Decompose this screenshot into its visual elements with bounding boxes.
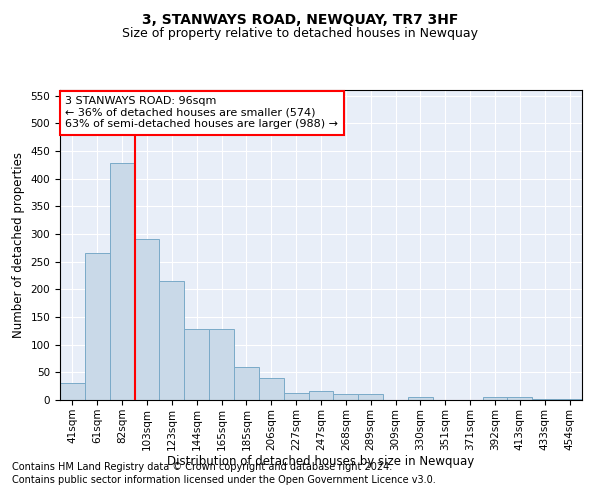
Text: Contains public sector information licensed under the Open Government Licence v3: Contains public sector information licen… xyxy=(12,475,436,485)
Bar xyxy=(334,394,358,400)
Bar xyxy=(85,254,110,400)
X-axis label: Distribution of detached houses by size in Newquay: Distribution of detached houses by size … xyxy=(167,456,475,468)
Text: 3 STANWAYS ROAD: 96sqm
← 36% of detached houses are smaller (574)
63% of semi-de: 3 STANWAYS ROAD: 96sqm ← 36% of detached… xyxy=(65,96,338,130)
Bar xyxy=(110,163,134,400)
Bar xyxy=(60,384,85,400)
Bar xyxy=(308,390,334,400)
Bar xyxy=(284,393,308,400)
Bar xyxy=(408,397,433,400)
Text: 3, STANWAYS ROAD, NEWQUAY, TR7 3HF: 3, STANWAYS ROAD, NEWQUAY, TR7 3HF xyxy=(142,12,458,26)
Bar xyxy=(184,329,209,400)
Bar xyxy=(508,397,532,400)
Bar xyxy=(557,399,582,400)
Text: Size of property relative to detached houses in Newquay: Size of property relative to detached ho… xyxy=(122,28,478,40)
Bar xyxy=(209,329,234,400)
Bar xyxy=(259,378,284,400)
Bar xyxy=(532,399,557,400)
Text: Contains HM Land Registry data © Crown copyright and database right 2024.: Contains HM Land Registry data © Crown c… xyxy=(12,462,392,472)
Bar xyxy=(160,281,184,400)
Bar xyxy=(358,394,383,400)
Bar xyxy=(234,367,259,400)
Bar xyxy=(134,240,160,400)
Y-axis label: Number of detached properties: Number of detached properties xyxy=(12,152,25,338)
Bar xyxy=(482,397,508,400)
